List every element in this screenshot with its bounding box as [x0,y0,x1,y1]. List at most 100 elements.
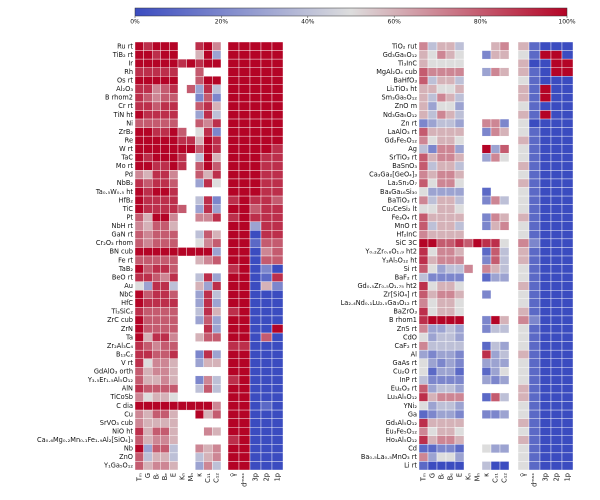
heatmap-cell [260,375,273,385]
heatmap-cell [418,178,429,188]
heatmap-cell [212,153,222,163]
heatmap-cell [194,195,204,205]
heatmap-cell [227,50,240,60]
heatmap-cell [517,315,530,325]
heatmap-cell [143,110,153,120]
heatmap-cell [134,452,144,462]
heatmap-cell [454,76,465,85]
heatmap-cell [160,315,170,325]
heatmap-cell [260,50,273,60]
heatmap-cell [481,444,492,454]
heatmap-cell [454,67,465,77]
heatmap-cell [528,67,541,77]
heatmap-cell [499,358,510,368]
heatmap-cell [427,255,438,265]
heatmap-cell [177,127,187,137]
heatmap-cell [238,41,251,51]
heatmap-cell [481,238,492,248]
heatmap-cell [427,272,438,282]
row-label: AlN [122,385,133,393]
heatmap-cell [271,230,284,240]
heatmap-cell [539,50,552,60]
heatmap-cell [249,41,262,51]
heatmap-cell [481,315,492,325]
heatmap-cell [561,135,574,145]
heatmap-cell [517,298,530,308]
row-label: ZrB₂ [119,128,134,136]
heatmap-cell [260,392,273,402]
heatmap-cell [517,384,530,394]
heatmap-cell [227,427,240,436]
heatmap-cell [561,298,574,308]
column-label: Tₘ [420,473,428,482]
heatmap-cell [169,230,179,240]
heatmap-cell [454,324,465,334]
heatmap-cell [445,84,456,94]
heatmap-cell [528,358,541,368]
row-label: W rt [119,145,133,153]
heatmap-cell [481,264,492,274]
heatmap-cell [151,135,161,145]
heatmap-cell [238,58,251,68]
heatmap-cell [481,392,492,402]
column-label: κ [196,473,204,477]
heatmap-cell [517,444,530,454]
heatmap-cell [134,118,144,128]
heatmap-cell [134,247,144,257]
heatmap-cell [212,50,222,60]
heatmap-cell [539,358,552,368]
heatmap-cell [436,118,447,128]
heatmap-cell [427,204,438,214]
heatmap-cell [561,204,574,214]
heatmap-cell [212,238,222,248]
heatmap-cell [517,41,530,51]
heatmap-cell [436,255,447,265]
heatmap-cell [550,101,563,111]
heatmap-cell [194,67,204,77]
heatmap-cell [169,93,179,103]
heatmap-cell [227,367,240,377]
heatmap-cell [550,452,563,462]
row-label: GaAs rt [393,359,418,367]
heatmap-cell [203,307,213,317]
row-label: CdO [403,333,417,341]
heatmap-cell [550,76,563,85]
row-label: TiCoSb [109,393,133,401]
row-label: Cu₂O rt [393,368,417,376]
heatmap-cell [517,178,530,188]
row-label: Cr rt [118,102,133,110]
heatmap-cell [271,444,284,454]
heatmap-cell [436,230,447,240]
heatmap-cell [227,401,240,411]
heatmap-cell [260,118,273,128]
heatmap-cell [212,76,222,85]
heatmap-cell [454,101,465,111]
heatmap-cell [169,153,179,163]
heatmap-cell [517,358,530,368]
heatmap-cell [445,401,456,411]
heatmap-cell [151,127,161,137]
heatmap-cell [528,118,541,128]
heatmap-cell [249,315,262,325]
heatmap-cell [227,315,240,325]
heatmap-cell [561,255,574,265]
heatmap-cell [550,264,563,274]
row-label: NbB₂ [117,179,134,187]
row-label: Ta [125,333,133,341]
heatmap-cell [445,375,456,385]
heatmap-cell [561,170,574,180]
heatmap-cell [472,238,483,248]
heatmap-cell [499,461,510,471]
row-label: B rhom2 [105,94,133,102]
heatmap-cell [160,255,170,265]
heatmap-cell [194,110,204,120]
heatmap-cell [134,461,144,471]
heatmap-cell [260,58,273,68]
heatmap-cell [539,341,552,351]
heatmap-cell [238,324,251,334]
heatmap-cell [481,212,492,222]
heatmap-cell [194,84,204,94]
heatmap-cell [212,195,222,205]
heatmap-cell [517,367,530,377]
heatmap-cell [528,401,541,411]
